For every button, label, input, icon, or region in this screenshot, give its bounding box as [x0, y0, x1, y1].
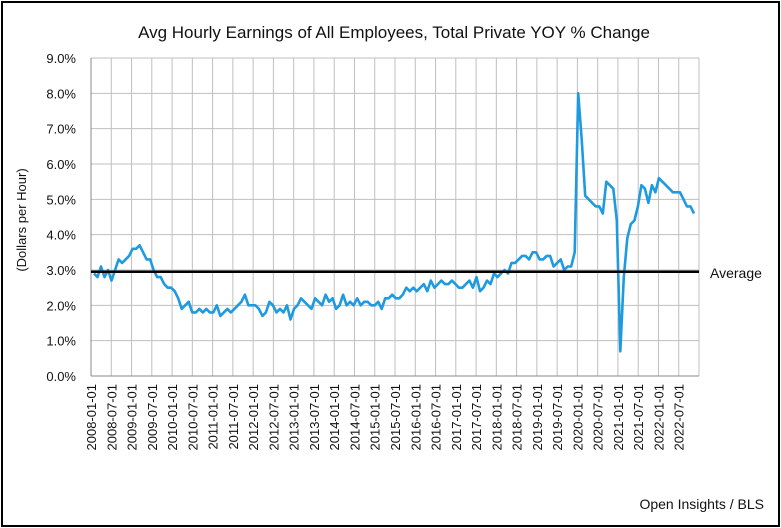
x-tick-label: 2015-01-01 [368, 384, 383, 451]
x-tick-label: 2021-07-01 [631, 384, 646, 451]
x-tick-label: 2015-07-01 [388, 384, 403, 451]
x-tick-label: 2009-07-01 [145, 384, 160, 451]
x-tick-label: 2008-07-01 [104, 384, 119, 451]
x-tick-label: 2022-01-01 [651, 384, 666, 451]
x-tick-label: 2019-07-01 [550, 384, 565, 451]
x-tick-label: 2010-07-01 [185, 384, 200, 451]
y-axis-label: (Dollars per Hour) [14, 168, 29, 271]
x-tick-label: 2014-07-01 [347, 384, 362, 451]
chart-title: Avg Hourly Earnings of All Employees, To… [138, 23, 650, 42]
y-axis-ticks: 0.0% 1.0% 2.0% 3.0% 4.0% 5.0% 6.0% 7.0% 8.0% 9.0% [46, 51, 76, 384]
average-label: Average [710, 265, 762, 281]
y-tick-label: 9.0% [46, 51, 76, 66]
y-tick-label: 7.0% [46, 122, 76, 137]
y-tick-label: 8.0% [46, 86, 76, 101]
y-tick-label: 1.0% [46, 334, 76, 349]
x-tick-label: 2013-01-01 [287, 384, 302, 451]
x-tick-label: 2017-01-01 [449, 384, 464, 451]
x-tick-label: 2012-01-01 [246, 384, 261, 451]
y-tick-label: 0.0% [46, 369, 76, 384]
x-tick-label: 2019-01-01 [530, 384, 545, 451]
x-tick-label: 2016-07-01 [429, 384, 444, 451]
x-tick-label: 2017-07-01 [469, 384, 484, 451]
x-tick-label: 2010-01-01 [165, 384, 180, 451]
source-note: Open Insights / BLS [639, 496, 764, 512]
x-tick-label: 2009-01-01 [125, 384, 140, 451]
x-tick-label: 2018-07-01 [510, 384, 525, 451]
x-tick-label: 2012-07-01 [266, 384, 281, 451]
y-tick-label: 3.0% [46, 263, 76, 278]
series-line [93, 92, 696, 353]
y-tick-label: 4.0% [46, 228, 76, 243]
x-tick-label: 2013-07-01 [307, 384, 322, 451]
x-axis-ticks: 2008-01-01 2008-07-01 2009-01-01 2009-07-01… [84, 384, 687, 451]
x-tick-label: 2022-07-01 [672, 384, 687, 451]
y-tick-label: 2.0% [46, 298, 76, 313]
x-tick-label: 2011-07-01 [226, 384, 241, 450]
x-tick-label: 2008-01-01 [84, 384, 99, 451]
y-tick-label: 6.0% [46, 157, 76, 172]
x-tick-label: 2016-01-01 [408, 384, 423, 451]
x-tick-label: 2020-01-01 [570, 384, 585, 451]
x-tick-label: 2021-01-01 [611, 384, 626, 451]
x-tick-label: 2014-01-01 [327, 384, 342, 451]
x-tick-label: 2011-01-01 [206, 384, 221, 450]
y-tick-label: 5.0% [46, 192, 76, 207]
gridlines [90, 57, 700, 377]
x-tick-label: 2018-01-01 [489, 384, 504, 451]
x-tick-label: 2020-07-01 [591, 384, 606, 451]
